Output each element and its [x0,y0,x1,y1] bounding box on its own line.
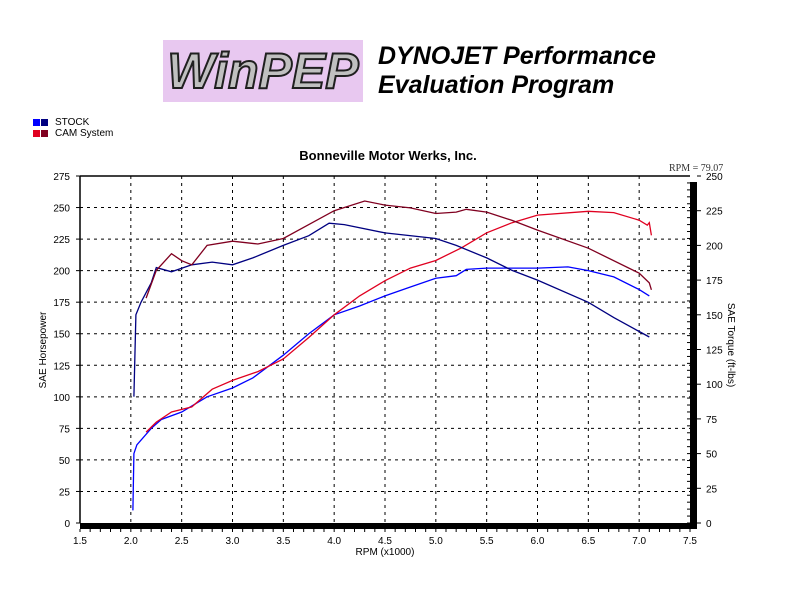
header-line1: DYNOJET Performance [378,42,656,70]
y-tick-label: 50 [59,456,71,467]
x-tick-label: 5.5 [480,536,494,547]
rpm-readout: RPM = 79.07 [669,163,723,174]
cam-system-torque-line [145,200,653,299]
y2-tick-label: 200 [706,241,723,252]
x-tick-label: 7.5 [683,536,697,547]
y2-axis-bar [690,182,697,529]
x-axis-bar [80,523,697,529]
y-tick-label: 100 [53,393,70,404]
x-tick-label: 3.0 [226,536,240,547]
cam-hp-swatch [33,130,40,137]
y-axis-label: SAE Horsepower [38,311,49,388]
x-tick-label: 1.5 [73,536,87,547]
y2-tick-label: 100 [706,380,723,391]
chart-title: Bonneville Motor Werks, Inc. [299,148,476,163]
legend-item-stock: STOCK [33,117,89,128]
y-tick-label: 150 [53,330,70,341]
y-tick-label: 25 [59,487,71,498]
header-line2: Evaluation Program [378,71,615,99]
y2-tick-label: 250 [706,172,723,183]
y-tick-label: 250 [53,204,70,215]
y-tick-label: 0 [64,519,70,530]
y2-axis-label: SAE Torque (ft-lbs) [725,303,736,387]
y2-tick-label: 25 [706,484,718,495]
stock-torque-swatch [41,119,48,126]
y2-tick-label: 75 [706,415,718,426]
x-tick-label: 6.0 [531,536,545,547]
x-tick-label: 5.0 [429,536,443,547]
y-tick-label: 175 [53,298,70,309]
x-tick-label: 6.5 [581,536,595,547]
cam-torque-swatch [41,130,48,137]
y-tick-label: 200 [53,267,70,278]
cam-system-hp-line [145,210,653,433]
legend-item-cam: CAM System [33,128,113,139]
y2-tick-label: 0 [706,519,712,530]
x-tick-label: 4.0 [327,536,341,547]
x-tick-label: 2.0 [124,536,138,547]
stock-torque-line [133,222,650,397]
y-tick-label: 275 [53,172,70,183]
svg-text:WinPEP: WinPEP [167,43,359,99]
y2-tick-label: 225 [706,207,723,218]
y2-tick-label: 125 [706,346,723,357]
x-tick-label: 4.5 [378,536,392,547]
y-tick-label: 225 [53,235,70,246]
stock-hp-line [132,266,650,511]
x-tick-label: 7.0 [632,536,646,547]
y2-tick-label: 175 [706,276,723,287]
y-tick-label: 125 [53,361,70,372]
y2-tick-label: 150 [706,311,723,322]
y-tick-label: 75 [59,424,71,435]
stock-hp-swatch [33,119,40,126]
legend-label: CAM System [55,128,114,139]
x-axis-label: RPM (x1000) [356,547,415,558]
winpep-logo: WinPEP [163,40,363,102]
legend-label: STOCK [55,117,90,128]
y2-tick-label: 50 [706,450,718,461]
x-tick-label: 3.5 [276,536,290,547]
x-tick-label: 2.5 [175,536,189,547]
